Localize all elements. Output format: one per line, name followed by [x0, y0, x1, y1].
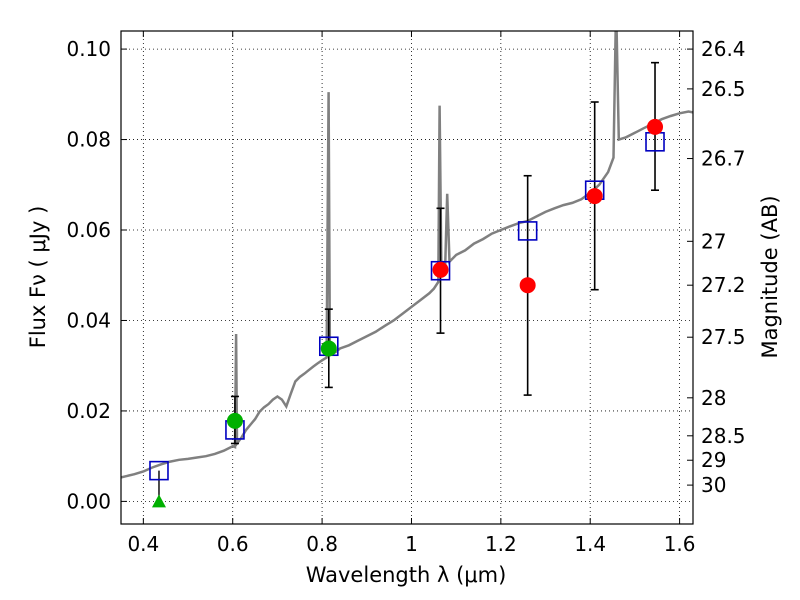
x-tick-label: 0.8 [306, 532, 338, 556]
y2-tick-label: 30 [701, 473, 726, 497]
x-axis-title: Wavelength λ (μm) [306, 563, 507, 587]
spectrum-line [121, 31, 693, 479]
y2-tick-label: 26.7 [701, 147, 746, 171]
y-tick-label: 0.08 [66, 128, 111, 152]
model-spectrum [121, 31, 693, 479]
y-axis-title: Flux Fν ( μJy ) [26, 206, 50, 349]
x-tick-label: 1 [405, 532, 418, 556]
axis-ticks: 0.4 0.6 0.8 1 1.2 1.4 1.6 0.00 0.02 0.04 0.06 0.08 0… [66, 31, 746, 556]
data-markers [149, 118, 665, 508]
x-tick-label: 1.4 [574, 532, 606, 556]
observed-flux-point [226, 412, 243, 429]
x-tick-label: 0.6 [217, 532, 249, 556]
observed-flux-point [586, 188, 603, 205]
y2-tick-label: 27 [701, 229, 726, 253]
model-flux-square [430, 260, 451, 281]
y-tick-label: 0.02 [66, 399, 111, 423]
y2-tick-label: 26.4 [701, 37, 746, 61]
model-flux-square [517, 221, 538, 241]
model-flux-square [149, 460, 169, 481]
upper-limit-triangle [151, 494, 166, 508]
x-tick-label: 1.6 [664, 532, 696, 556]
y2-tick-label: 29 [701, 448, 726, 472]
y2-axis-title: Magnitude (AB) [758, 195, 782, 358]
observed-flux-point [519, 277, 536, 294]
y2-tick-label: 27.5 [701, 325, 746, 349]
observed-flux-point [320, 340, 337, 357]
x-tick-label: 1.2 [485, 532, 517, 556]
x-tick-label: 0.4 [127, 532, 159, 556]
y-tick-label: 0.04 [66, 308, 111, 332]
y-tick-label: 0.06 [66, 218, 111, 242]
observed-flux-point [432, 261, 449, 278]
y-tick-label: 0.10 [66, 37, 111, 61]
y2-tick-label: 26.5 [701, 77, 746, 101]
y2-tick-label: 27.2 [701, 273, 746, 297]
y-tick-label: 0.00 [66, 489, 111, 513]
plot-frame [120, 30, 694, 525]
y2-tick-label: 28.5 [701, 424, 746, 448]
y2-tick-label: 28 [701, 386, 726, 410]
grid [121, 31, 693, 524]
observed-flux-point [647, 118, 664, 135]
